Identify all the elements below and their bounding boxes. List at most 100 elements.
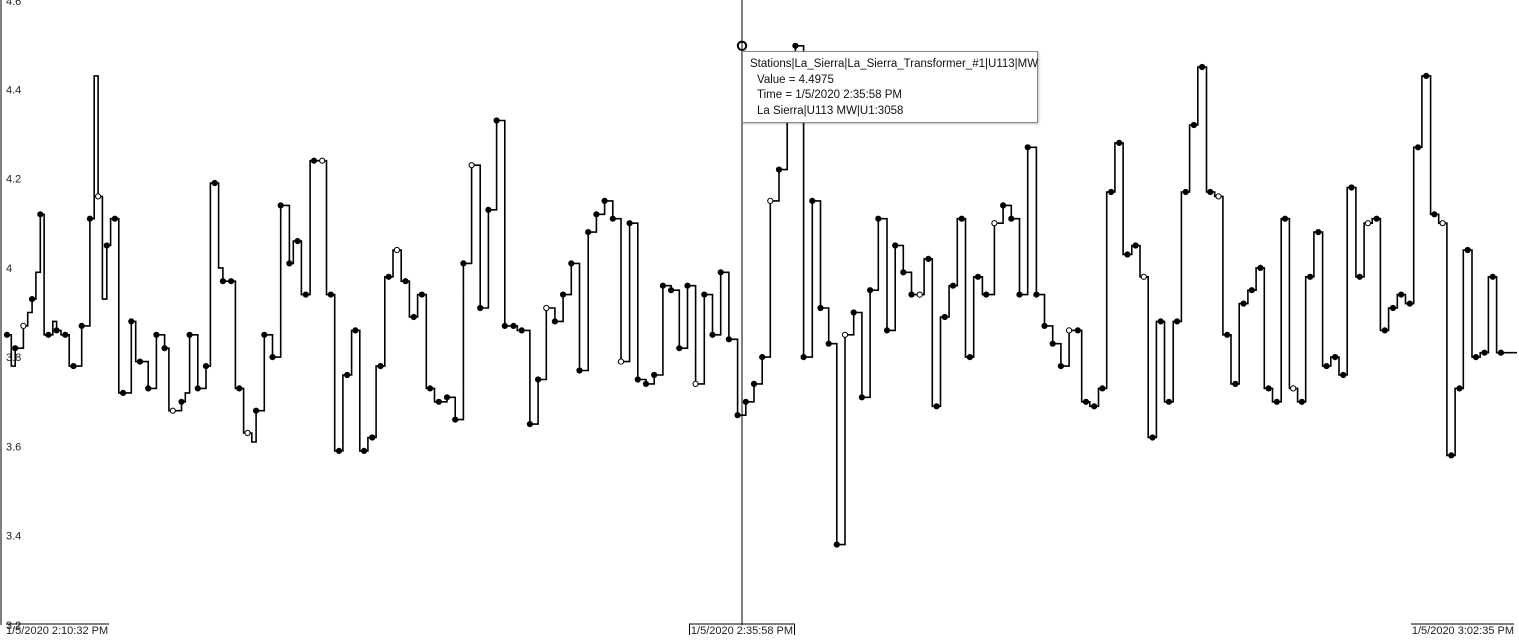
data-point [1332,354,1339,361]
data-point [850,309,857,316]
x-end-label: 1/5/2020 3:02:35 PM [1412,625,1514,635]
data-point [493,117,500,124]
y-tick-label: 4.4 [6,84,21,96]
data-point [435,398,442,405]
data-point [53,327,60,334]
data-point [294,238,301,245]
data-point [983,291,990,298]
data-point [86,215,94,222]
data-point [244,429,251,437]
data-point [1199,63,1206,71]
data-point [485,206,492,213]
data-point [269,354,276,361]
data-point [1456,385,1463,392]
data-point [136,358,144,365]
data-point [543,304,550,312]
data-point [1240,300,1247,307]
data-point [95,193,102,200]
data-point [1348,184,1355,191]
data-point [900,269,907,276]
data-point [800,354,807,361]
data-point [518,327,525,334]
data-point [568,260,575,267]
data-point [1290,385,1297,392]
data-point [1033,291,1040,298]
data-point [551,318,559,325]
data-point [78,322,85,329]
data-point [427,385,434,392]
data-point [286,260,293,267]
data-point [659,282,667,289]
data-point [1497,349,1505,356]
data-point [1207,188,1214,196]
data-point [941,313,948,321]
data-point [626,220,633,227]
data-point [228,278,235,285]
data-point [45,331,52,338]
data-point [385,273,392,280]
data-point [1016,291,1023,298]
data-point [617,358,625,365]
tooltip-tag-path: Stations|La_Sierra|La_Sierra_Transformer… [750,58,1039,70]
data-point [535,376,542,383]
data-point [1439,220,1446,227]
data-point [841,331,849,338]
data-point [858,394,866,401]
data-point [1041,322,1048,329]
data-point [1140,273,1147,280]
data-point [742,398,749,405]
data-point [676,345,683,352]
data-point [169,407,176,414]
data-point [775,166,783,173]
data-point [253,407,260,414]
data-point [1215,193,1222,200]
point-layer [3,42,1505,548]
data-point [369,434,376,441]
data-point [1472,354,1480,361]
data-point [933,403,940,410]
data-point [1423,72,1430,80]
data-point [1049,340,1056,347]
data-point [153,331,160,338]
data-point [12,345,19,352]
data-point [1099,385,1106,392]
data-point [1323,363,1330,370]
data-point [327,291,334,298]
data-point [277,202,284,209]
y-tick-label: 4.2 [6,174,21,186]
tooltip-value: Value = 4.4975 [757,73,834,86]
y-tick-label: 3.8 [6,352,21,364]
data-point [642,380,650,387]
data-point [145,385,152,392]
data-point [477,304,484,312]
data-point [966,354,974,361]
tooltip-description: La Sierra|U113 MW|U1:3058 [757,104,904,117]
data-point [1066,327,1073,334]
data-point [908,291,915,298]
data-point [1257,264,1264,271]
data-point [759,354,766,361]
data-point [1373,215,1380,222]
data-point [1340,371,1347,379]
data-point [974,273,982,280]
data-point [402,278,409,285]
data-point [1356,273,1363,280]
data-point [925,255,932,262]
data-point [692,380,699,387]
data-point [526,421,534,428]
data-point [668,287,675,294]
data-point [178,398,185,405]
cursor-marker [736,40,748,51]
data-point [1149,434,1156,441]
data-point [1281,215,1289,222]
data-point [62,331,69,338]
data-point [609,215,616,222]
data-point [501,322,508,329]
data-point [161,345,168,352]
data-point [302,291,309,298]
data-point [1108,188,1115,196]
data-point [1448,452,1455,459]
data-point [3,331,11,338]
